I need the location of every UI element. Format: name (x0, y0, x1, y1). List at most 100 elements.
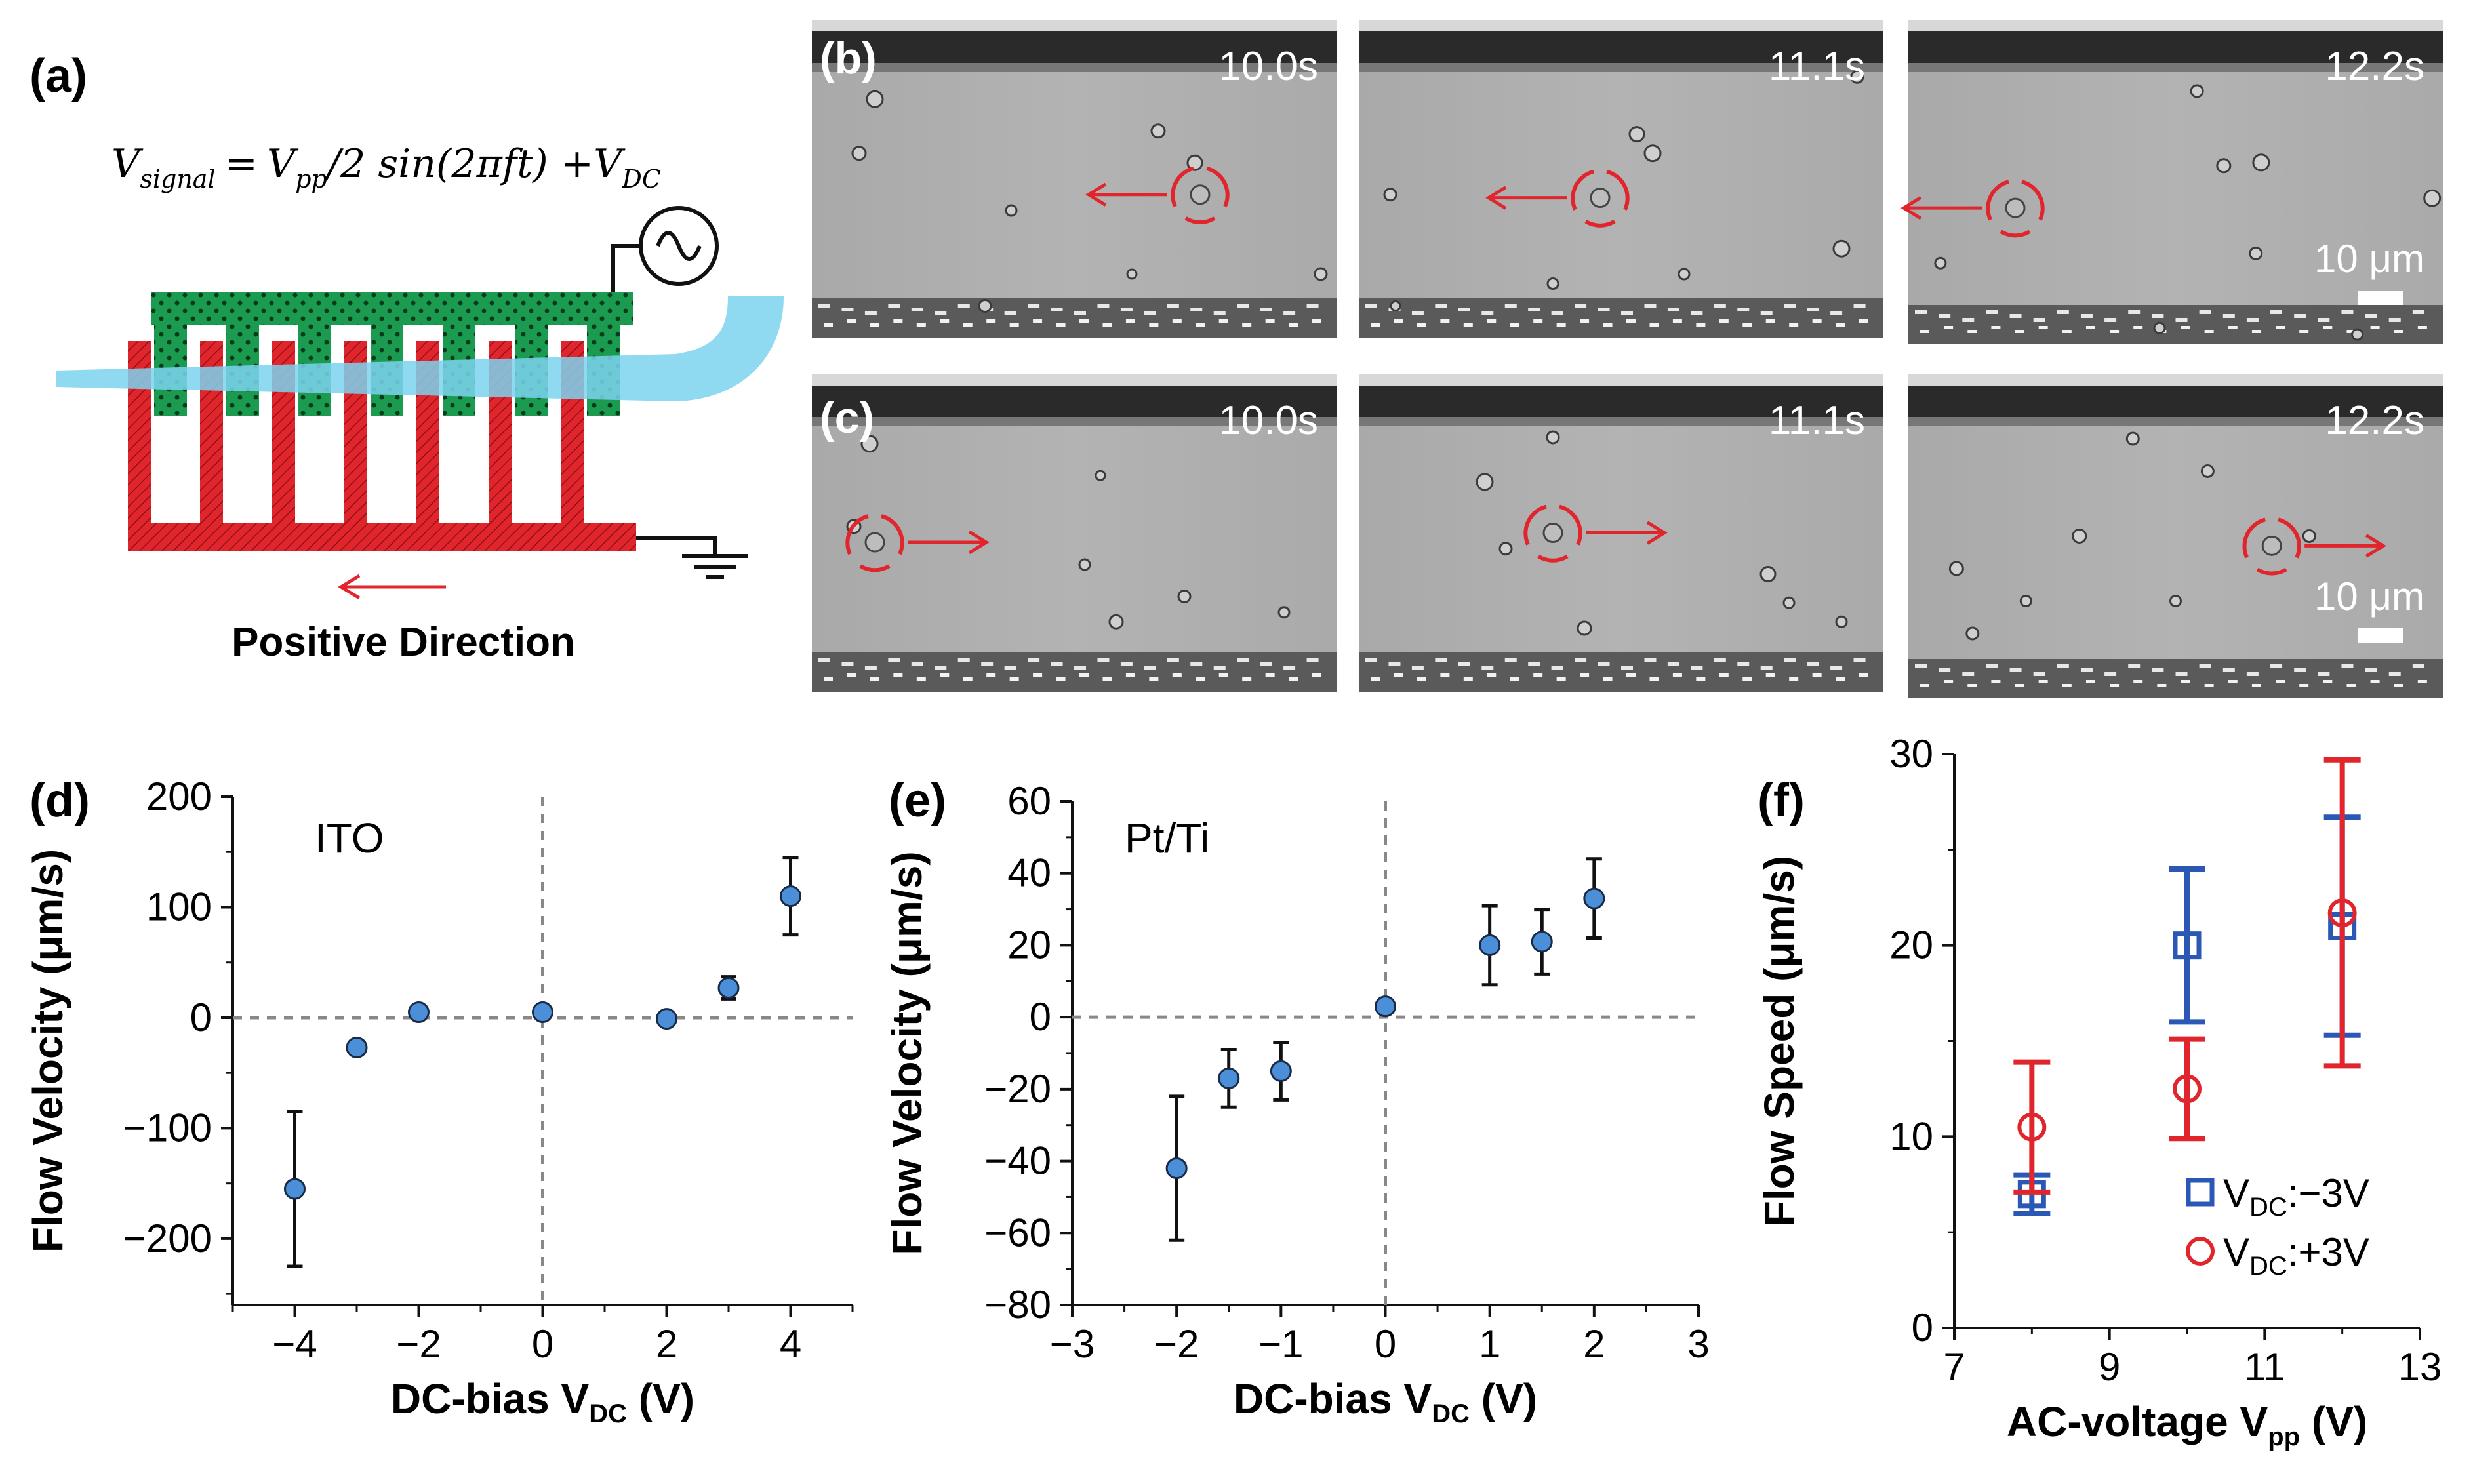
wall-speckle (1125, 673, 1135, 677)
y-tick-label: −80 (984, 1283, 1051, 1327)
motion-arrow-head (1646, 521, 1668, 545)
tracked-cell (864, 532, 885, 553)
particle (1643, 144, 1662, 163)
channel-wall-top (1908, 31, 2443, 63)
particle (1390, 300, 1401, 311)
wall-speckle (1411, 666, 1424, 670)
wall-speckle (1394, 319, 1403, 323)
wall-speckle (1190, 308, 1203, 311)
legend-label-sub: DC (2249, 1193, 2287, 1222)
wall-speckle (1218, 673, 1228, 677)
wall-speckle (1510, 677, 1519, 681)
tracked-cell (1590, 188, 1611, 209)
micrograph-c-1: 10.0s (812, 374, 1337, 692)
wall-speckle (1915, 310, 1927, 314)
eq-sub-pp: pp (295, 165, 327, 193)
wall-speckle (916, 323, 926, 327)
wall-speckle (1079, 319, 1089, 323)
wall-speckle (2199, 664, 2211, 668)
wall-speckle (2276, 326, 2285, 329)
channel-top-bright (1908, 20, 2443, 31)
particle (978, 299, 992, 313)
wall-speckle (1144, 666, 1156, 670)
wall-speckle (2175, 672, 2188, 676)
wall-speckle (1944, 680, 1954, 683)
wall-speckle (2251, 330, 2261, 333)
data-point (532, 1001, 553, 1024)
wall-speckle (2294, 314, 2306, 318)
channel-wall-top-edge (1359, 417, 1883, 426)
motion-arrow (1485, 186, 1567, 210)
wall-speckle (1719, 319, 1729, 323)
x-axis-label-unit: (V) (2300, 1398, 2367, 1445)
wall-speckle (935, 666, 947, 670)
wall-speckle (1807, 308, 1819, 311)
wall-speckle (870, 323, 879, 327)
wall-speckle (1649, 677, 1659, 681)
particle (1005, 204, 1018, 217)
data-point (408, 1001, 430, 1024)
wall-speckle (1853, 658, 1866, 662)
series-1 (1165, 857, 1605, 1242)
x-axis-label-sub: DC (1432, 1399, 1470, 1428)
wall-speckle (2388, 672, 2401, 676)
wall-speckle (2341, 310, 2354, 314)
particle (1476, 473, 1494, 491)
wall-speckle (1603, 323, 1613, 327)
wall-speckle (963, 677, 973, 681)
tracking-ring-arc (1986, 180, 2009, 221)
legend-label-main: V (2223, 1230, 2249, 1274)
particle (1948, 561, 1964, 576)
x-tick-label: 3 (1687, 1322, 1709, 1366)
data-point (346, 1036, 368, 1058)
scale-bar-label: 10 μm (2314, 237, 2424, 281)
wall-speckle (986, 319, 996, 323)
wall-speckle (2038, 326, 2048, 329)
motion-arrow (1900, 195, 1982, 220)
wall-speckle (824, 323, 833, 327)
data-point (717, 976, 740, 999)
x-tick-label: −2 (1154, 1322, 1199, 1366)
wall-speckle (888, 304, 900, 308)
wall-speckle (1463, 323, 1473, 327)
micrograph-background (1908, 20, 2443, 344)
wall-speckle (2346, 330, 2356, 333)
wall-speckle (1242, 677, 1252, 681)
wall-speckle (2276, 680, 2285, 683)
panel-f-label: (f) (1758, 774, 1805, 827)
wall-speckle (1306, 304, 1319, 308)
wall-speckle (1004, 311, 1016, 315)
particle (1108, 614, 1124, 630)
wall-speckle (2085, 680, 2095, 683)
wall-speckle (2181, 326, 2190, 329)
wall-speckle (1167, 304, 1179, 308)
wall-speckle (1667, 308, 1679, 311)
panel-c-label: (c) (820, 393, 874, 443)
wall-speckle (1213, 311, 1226, 315)
wall-speckle (2341, 664, 2354, 668)
wall-speckle (1603, 677, 1613, 681)
particle (1832, 239, 1851, 258)
wall-speckle (1765, 673, 1775, 677)
wall-speckle (1371, 677, 1380, 681)
wall-speckle (2417, 326, 2427, 329)
wall-speckle (2222, 668, 2235, 672)
tracking-ring-arc (2021, 180, 2045, 221)
scale-bar (2358, 291, 2403, 305)
micrograph-c-3: 12.2s 10 μm (1908, 374, 2443, 698)
tracked-cell (2005, 197, 2026, 218)
wall-speckle (1260, 662, 1272, 666)
legend-label-rest: :+3V (2287, 1230, 2369, 1274)
particle (1678, 268, 1691, 281)
motion-arrow (1085, 182, 1167, 207)
wall-speckle (1213, 666, 1226, 670)
wall-speckle (1028, 658, 1040, 662)
wall-speckle (1172, 319, 1182, 323)
wall-speckle (2370, 326, 2380, 329)
series-1 (284, 856, 801, 1268)
wall-speckle (1481, 311, 1494, 315)
wall-speckle (1051, 662, 1063, 666)
wall-speckle (1859, 319, 1868, 323)
particle (2190, 84, 2204, 98)
green-electrode (151, 292, 633, 416)
